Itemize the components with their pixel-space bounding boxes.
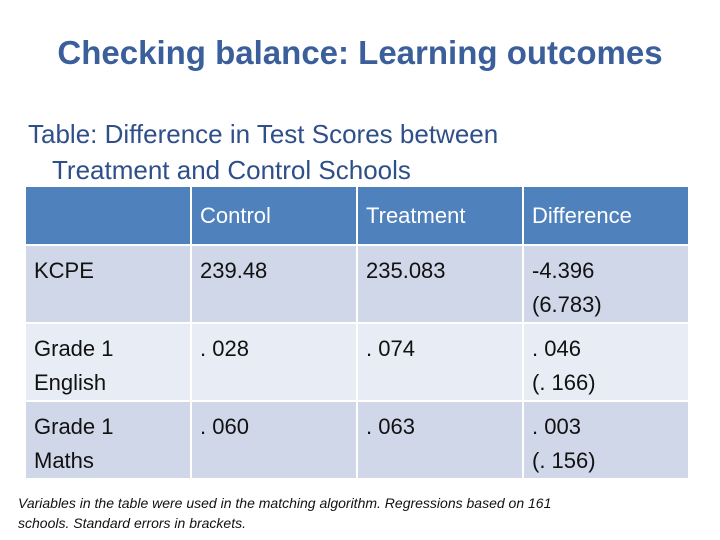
treatment-value: . 074 [358,324,522,400]
table-caption-line-2: Treatment and Control Schools [52,155,411,185]
slide-title: Checking balance: Learning outcomes [57,34,663,71]
difference-value: . 046 (. 166) [524,324,688,400]
row-label: Grade 1 English [26,324,190,400]
difference-standard-error: (. 166) [532,370,596,395]
header-control: Control [192,187,356,244]
row-label: KCPE [26,246,190,322]
header-difference: Difference [524,187,688,244]
difference-value: . 003 (. 156) [524,402,688,478]
control-value: . 060 [192,402,356,478]
difference-estimate: . 046 [532,336,581,361]
difference-standard-error: (. 156) [532,448,596,473]
difference-estimate: . 003 [532,414,581,439]
row-label: Grade 1 Maths [26,402,190,478]
control-value: . 028 [192,324,356,400]
table-header-row: Control Treatment Difference [26,187,688,244]
footnote-line-2: schools. Standard errors in brackets. [18,515,246,531]
test-scores-table: Control Treatment Difference KCPE 239.48… [24,185,690,480]
difference-standard-error: (6.783) [532,292,602,317]
treatment-value: . 063 [358,402,522,478]
table-caption-line-1: Table: Difference in Test Scores between [28,119,499,149]
treatment-value: 235.083 [358,246,522,322]
footnote-line-1: Variables in the table were used in the … [18,495,552,511]
table-row-grade1-maths: Grade 1 Maths . 060 . 063 . 003 (. 156) [26,402,688,478]
difference-value: -4.396 (6.783) [524,246,688,322]
table-row-kcpe: KCPE 239.48 235.083 -4.396 (6.783) [26,246,688,322]
header-empty-cell [26,187,190,244]
control-value: 239.48 [192,246,356,322]
table-caption: Table: Difference in Test Scores between… [28,116,628,188]
header-treatment: Treatment [358,187,522,244]
table-row-grade1-english: Grade 1 English . 028 . 074 . 046 (. 166… [26,324,688,400]
difference-estimate: -4.396 [532,258,595,283]
table-footnote: Variables in the table were used in the … [18,493,698,533]
